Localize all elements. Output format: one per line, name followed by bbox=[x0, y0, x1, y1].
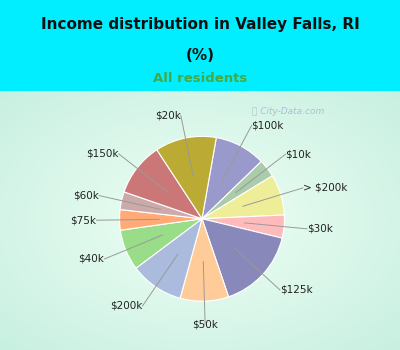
Text: ⓘ City-Data.com: ⓘ City-Data.com bbox=[252, 107, 324, 116]
Text: $100k: $100k bbox=[252, 121, 284, 131]
Text: $40k: $40k bbox=[78, 254, 104, 264]
Text: $20k: $20k bbox=[155, 110, 181, 120]
Text: All residents: All residents bbox=[153, 72, 247, 85]
Text: $10k: $10k bbox=[286, 149, 311, 159]
Wedge shape bbox=[202, 219, 282, 297]
Text: $60k: $60k bbox=[73, 190, 99, 201]
Wedge shape bbox=[120, 192, 202, 219]
Text: $150k: $150k bbox=[86, 149, 119, 159]
Text: (%): (%) bbox=[186, 48, 214, 63]
Text: $50k: $50k bbox=[192, 319, 218, 329]
Wedge shape bbox=[120, 210, 202, 230]
Wedge shape bbox=[180, 219, 228, 301]
Wedge shape bbox=[120, 219, 202, 268]
Text: $200k: $200k bbox=[110, 301, 142, 311]
Wedge shape bbox=[202, 161, 272, 219]
Text: $75k: $75k bbox=[70, 215, 96, 225]
Wedge shape bbox=[202, 138, 261, 219]
Text: > $200k: > $200k bbox=[303, 183, 347, 193]
Wedge shape bbox=[124, 150, 202, 219]
Wedge shape bbox=[202, 215, 284, 238]
Wedge shape bbox=[136, 219, 202, 298]
Text: $30k: $30k bbox=[307, 224, 333, 234]
Text: $125k: $125k bbox=[280, 285, 312, 295]
Text: Income distribution in Valley Falls, RI: Income distribution in Valley Falls, RI bbox=[41, 17, 359, 32]
Wedge shape bbox=[157, 136, 216, 219]
Wedge shape bbox=[202, 176, 284, 219]
